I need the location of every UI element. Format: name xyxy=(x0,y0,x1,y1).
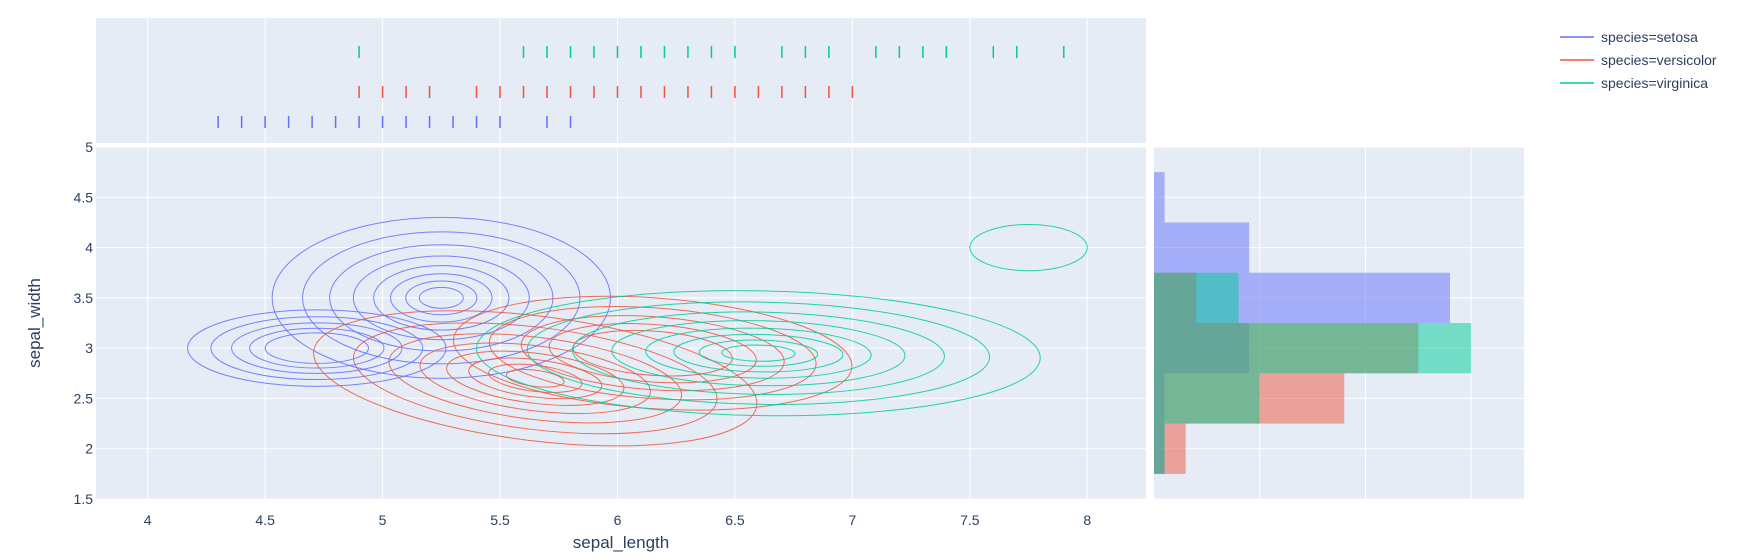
contour-line xyxy=(373,265,510,331)
legend-item[interactable]: species=versicolor xyxy=(1560,52,1717,68)
contour-line xyxy=(231,322,403,374)
contour-line xyxy=(645,327,872,379)
contour-line xyxy=(210,316,424,380)
histogram-bar xyxy=(1154,172,1165,223)
contour-line xyxy=(452,295,853,411)
contour-line xyxy=(302,231,581,365)
y-tick-label: 4 xyxy=(85,240,93,256)
x-tick-label: 5 xyxy=(379,512,387,528)
x-tick-label: 5.5 xyxy=(490,512,510,528)
contour-line xyxy=(488,306,817,401)
contour-line xyxy=(390,273,493,323)
x-tick-label: 7.5 xyxy=(960,512,980,528)
contour-panel: 4 4.5 5 5.5 6 6.5 7 7.5 8 1.5 2 2.5 3 3.5 4 4.5 5 xyxy=(74,139,1146,528)
y-tick-label: 5 xyxy=(85,139,93,155)
rug-panel xyxy=(96,18,1146,143)
contour-line xyxy=(468,357,603,400)
legend-label: species=versicolor xyxy=(1601,52,1717,68)
legend-item[interactable]: species=setosa xyxy=(1560,29,1698,45)
y-tick-label: 3 xyxy=(85,340,93,356)
histogram-bar xyxy=(1154,373,1260,424)
rug-panel-background xyxy=(96,18,1146,143)
contour-line xyxy=(698,339,819,367)
y-tick-label: 2 xyxy=(85,441,93,457)
contour-line xyxy=(353,322,718,435)
histogram-bar xyxy=(1154,423,1165,474)
contour-line xyxy=(488,363,583,394)
y-axis-title: sepal_width xyxy=(25,278,44,368)
histogram-bar xyxy=(1154,272,1239,323)
contour-line xyxy=(673,333,844,373)
contour-line xyxy=(329,244,554,352)
x-tick-label: 6.5 xyxy=(725,512,745,528)
x-tick-label: 6 xyxy=(614,512,622,528)
histogram-bar xyxy=(1154,222,1250,273)
y-tick-label: 2.5 xyxy=(74,390,94,406)
contour-line xyxy=(187,309,447,387)
y-tick-label: 3.5 xyxy=(74,290,94,306)
contour-line xyxy=(721,344,796,362)
contour-line xyxy=(969,223,1088,272)
contour-line xyxy=(571,311,945,395)
x-tick-label: 4.5 xyxy=(255,512,275,528)
legend[interactable]: species=setosa species=versicolor species=… xyxy=(1560,29,1717,91)
legend-item[interactable]: species=virginica xyxy=(1560,75,1708,91)
contour-line xyxy=(526,301,991,405)
histogram-bar xyxy=(1154,323,1472,374)
contour-line xyxy=(505,369,565,388)
x-tick-label: 8 xyxy=(1083,512,1091,528)
y-tick-label: 4.5 xyxy=(74,189,94,205)
contour-line xyxy=(611,320,906,387)
contour-line xyxy=(388,333,683,424)
contour-line xyxy=(405,280,478,316)
histogram-panel xyxy=(1154,146,1524,500)
y-tick-label: 1.5 xyxy=(74,491,94,507)
legend-label: species=setosa xyxy=(1601,29,1698,45)
contour-line xyxy=(352,255,530,341)
x-tick-label: 4 xyxy=(144,512,152,528)
contour-line xyxy=(313,310,758,447)
contour-line xyxy=(418,286,464,309)
contour-line xyxy=(446,350,625,406)
x-tick-label: 7 xyxy=(848,512,856,528)
contour-line xyxy=(419,342,652,414)
legend-label: species=virginica xyxy=(1601,75,1708,91)
contour-line xyxy=(548,323,757,384)
x-axis-title: sepal_length xyxy=(573,533,669,552)
contour-line xyxy=(249,327,385,369)
contour-line xyxy=(476,290,1041,417)
